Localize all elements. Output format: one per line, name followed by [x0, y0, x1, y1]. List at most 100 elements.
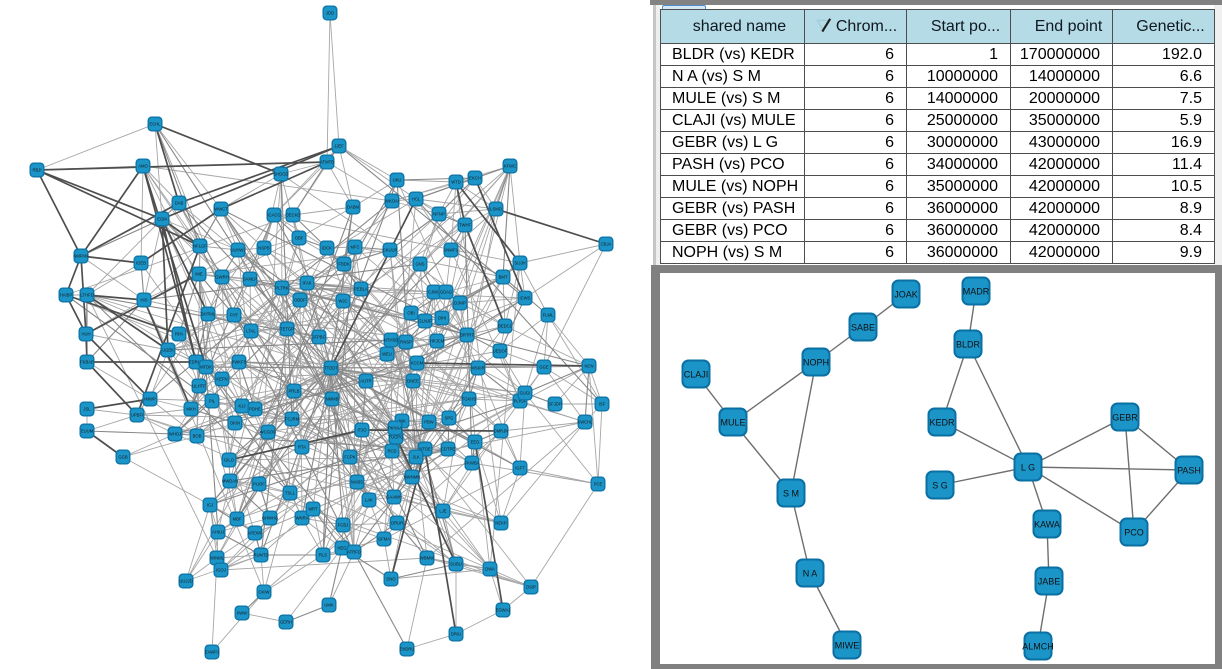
svg-text:BMT: BMT	[499, 275, 508, 280]
svg-text:WJC: WJC	[338, 299, 347, 304]
svg-text:TGKHS: TGKHS	[462, 397, 477, 402]
svg-text:JLK: JLK	[412, 455, 419, 460]
svg-text:HEG: HEG	[337, 546, 346, 551]
svg-text:JFPBC: JFPBC	[312, 335, 325, 340]
svg-text:HUH: HUH	[81, 332, 90, 337]
svg-text:GFMA: GFMA	[378, 537, 390, 542]
svg-text:AMO: AMO	[138, 164, 148, 169]
svg-text:KAWA: KAWA	[1034, 519, 1060, 529]
svg-text:PCO: PCO	[1124, 527, 1144, 537]
svg-text:PLTRK: PLTRK	[275, 286, 288, 291]
svg-text:WHOJ: WHOJ	[169, 432, 181, 437]
svg-text:IME: IME	[195, 272, 203, 277]
svg-text:AHIUJ: AHIUJ	[212, 530, 224, 535]
svg-text:FKWBA: FKWBA	[465, 461, 480, 466]
svg-text:GHWHG: GHWHG	[262, 516, 279, 521]
svg-text:DSIP: DSIP	[526, 585, 536, 590]
svg-text:HAIBP: HAIBP	[60, 293, 73, 298]
svg-text:RTA: RTA	[298, 445, 306, 450]
svg-text:NOPH: NOPH	[803, 357, 829, 367]
svg-text:APEWF: APEWF	[248, 531, 263, 536]
svg-text:IIWW: IIWW	[237, 611, 247, 616]
svg-text:SAMLP: SAMLP	[243, 277, 257, 282]
svg-text:GEBR: GEBR	[1112, 412, 1138, 422]
svg-text:MBF: MBF	[233, 517, 242, 522]
svg-text:ICJ: ICJ	[207, 503, 213, 508]
svg-text:DAB: DAB	[175, 201, 184, 206]
svg-text:ANWFU: ANWFU	[443, 248, 458, 253]
svg-text:WKOAI: WKOAI	[385, 199, 399, 204]
svg-text:OBI: OBI	[407, 311, 414, 316]
svg-text:LAK: LAK	[365, 498, 373, 503]
svg-text:KEFN: KEFN	[216, 377, 227, 382]
svg-text:UMK: UMK	[324, 603, 334, 608]
svg-text:N A: N A	[803, 568, 818, 578]
svg-text:JNK: JNK	[398, 419, 406, 424]
svg-text:TETGP: TETGP	[280, 327, 294, 332]
svg-text:PWKFS: PWKFS	[232, 360, 247, 365]
svg-text:PIL: PIL	[209, 399, 216, 404]
svg-text:JSL: JSL	[83, 407, 91, 412]
svg-text:ULHTF: ULHTF	[192, 384, 206, 389]
svg-text:GNS: GNS	[415, 262, 424, 267]
svg-text:CJWU: CJWU	[428, 290, 440, 295]
svg-text:CKIW: CKIW	[259, 590, 270, 595]
svg-text:OKIN: OKIN	[230, 421, 240, 426]
svg-text:DJMP: DJMP	[454, 301, 466, 306]
svg-text:GERH: GERH	[280, 620, 292, 625]
svg-text:FCJRM: FCJRM	[285, 417, 300, 422]
svg-text:EDRLC: EDRLC	[189, 360, 203, 365]
svg-text:GAAWH: GAAWH	[386, 495, 402, 500]
svg-text:GILO: GILO	[224, 458, 235, 463]
svg-text:GWRH: GWRH	[215, 275, 228, 280]
svg-text:NFLGF: NFLGF	[193, 244, 207, 249]
svg-text:EAWPJ: EAWPJ	[205, 650, 219, 655]
svg-text:RNSP: RNSP	[400, 340, 412, 345]
svg-text:ICWS: ICWS	[520, 296, 531, 301]
svg-text:EEG: EEG	[471, 440, 480, 445]
svg-text:FLML: FLML	[543, 313, 554, 318]
svg-text:FCPK: FCPK	[344, 455, 355, 460]
svg-text:PASH: PASH	[1177, 465, 1201, 475]
svg-text:NEKP: NEKP	[495, 521, 507, 526]
svg-text:GDAG: GDAG	[440, 290, 452, 295]
svg-text:HCL: HCL	[412, 197, 421, 202]
svg-text:GGB: GGB	[118, 455, 128, 460]
svg-text:PUOF: PUOF	[253, 482, 265, 487]
svg-text:SHDOD: SHDOD	[273, 172, 288, 177]
svg-text:NSPB: NSPB	[258, 246, 270, 251]
svg-text:L G: L G	[1021, 462, 1035, 472]
svg-text:OIHI: OIHI	[438, 316, 447, 321]
svg-text:MWDAH: MWDAH	[222, 479, 238, 484]
svg-text:TTDDT: TTDDT	[324, 366, 338, 371]
svg-text:BEDCL: BEDCL	[498, 324, 513, 329]
svg-text:WINML: WINML	[210, 556, 225, 561]
svg-text:NWNMN: NWNMN	[404, 475, 421, 480]
svg-text:EGM: EGM	[157, 217, 167, 222]
svg-text:GGE: GGE	[539, 365, 549, 370]
svg-text:LTHFD: LTHFD	[80, 293, 93, 298]
svg-text:MIWE: MIWE	[835, 640, 860, 650]
svg-text:CKUUP: CKUUP	[383, 248, 398, 253]
svg-text:RCD: RCD	[387, 449, 396, 454]
svg-text:UPBFI: UPBFI	[131, 413, 143, 418]
svg-text:RBJI: RBJI	[32, 168, 41, 173]
svg-text:WEU: WEU	[382, 352, 392, 357]
svg-text:EKCH: EKCH	[469, 176, 481, 181]
svg-text:KWCHL: KWCHL	[577, 420, 593, 425]
svg-text:KEDR: KEDR	[929, 417, 955, 427]
svg-text:FHT: FHT	[230, 313, 239, 318]
svg-text:MULE: MULE	[720, 417, 745, 427]
svg-text:AUTR: AUTR	[360, 379, 371, 384]
svg-text:GUGI: GUGI	[520, 391, 531, 396]
svg-text:KFWC: KFWC	[504, 164, 516, 169]
svg-text:NTHSB: NTHSB	[384, 338, 398, 343]
svg-text:NMMB: NMMB	[326, 397, 339, 402]
svg-text:OBF: OBF	[295, 236, 304, 241]
svg-text:MSKIR: MSKIR	[471, 366, 484, 371]
svg-text:DMRJN: DMRJN	[494, 429, 509, 434]
svg-text:RUMTD: RUMTD	[253, 553, 268, 558]
svg-text:ATRFD: ATRFD	[347, 550, 361, 555]
svg-text:S M: S M	[783, 488, 799, 498]
svg-text:ENDRU: ENDRU	[400, 647, 415, 652]
